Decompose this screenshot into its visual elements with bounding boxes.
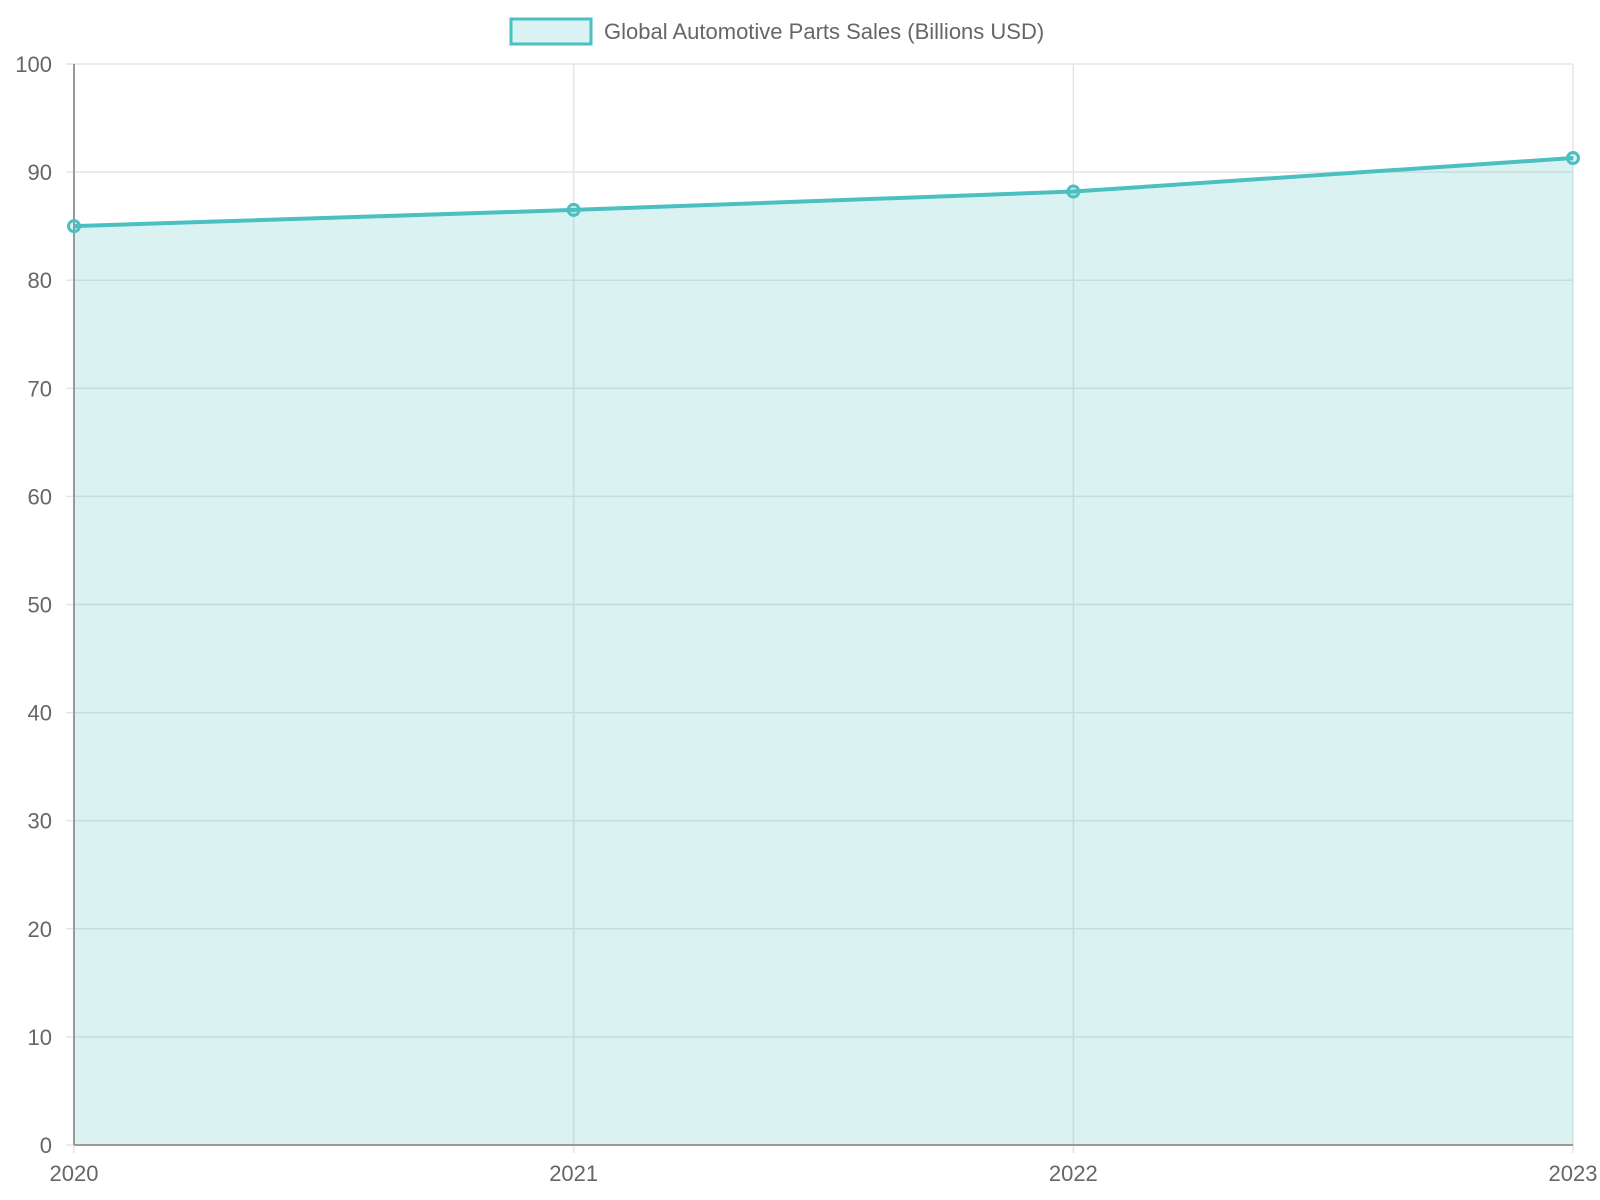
legend[interactable]: Global Automotive Parts Sales (Billions … <box>509 17 1044 46</box>
plot-area <box>73 156 1574 1145</box>
y-tick-label: 20 <box>28 917 52 942</box>
y-tick-label: 60 <box>28 484 52 509</box>
data-point <box>566 202 581 217</box>
data-point <box>67 219 81 234</box>
legend-label: Global Automotive Parts Sales (Billions … <box>604 19 1044 44</box>
y-tick-label: 30 <box>28 809 52 834</box>
x-tick-label: 2020 <box>50 1161 99 1186</box>
y-tick-label: 0 <box>40 1133 52 1158</box>
y-tick-label: 10 <box>28 1025 52 1050</box>
x-tick-label: 2022 <box>1049 1161 1098 1186</box>
data-points <box>67 151 1580 234</box>
data-point <box>1066 184 1081 199</box>
axes <box>73 64 1573 1146</box>
y-tick-label: 90 <box>28 160 52 185</box>
series-line <box>73 156 1574 229</box>
area-fill <box>74 158 1573 1145</box>
y-tick-label: 40 <box>28 701 52 726</box>
data-point <box>1566 151 1580 166</box>
x-tick-label: 2021 <box>549 1161 598 1186</box>
x-tick-label: 2023 <box>1549 1161 1598 1186</box>
y-tick-label: 80 <box>28 268 52 293</box>
y-tick-label: 50 <box>28 593 52 618</box>
y-tick-label: 70 <box>28 376 52 401</box>
legend-swatch <box>509 17 593 46</box>
y-tick-label: 100 <box>15 52 52 77</box>
tick-labels: 0 10 20 30 40 50 60 70 80 90 100 2020 2021 2022 2023 <box>15 52 1597 1186</box>
